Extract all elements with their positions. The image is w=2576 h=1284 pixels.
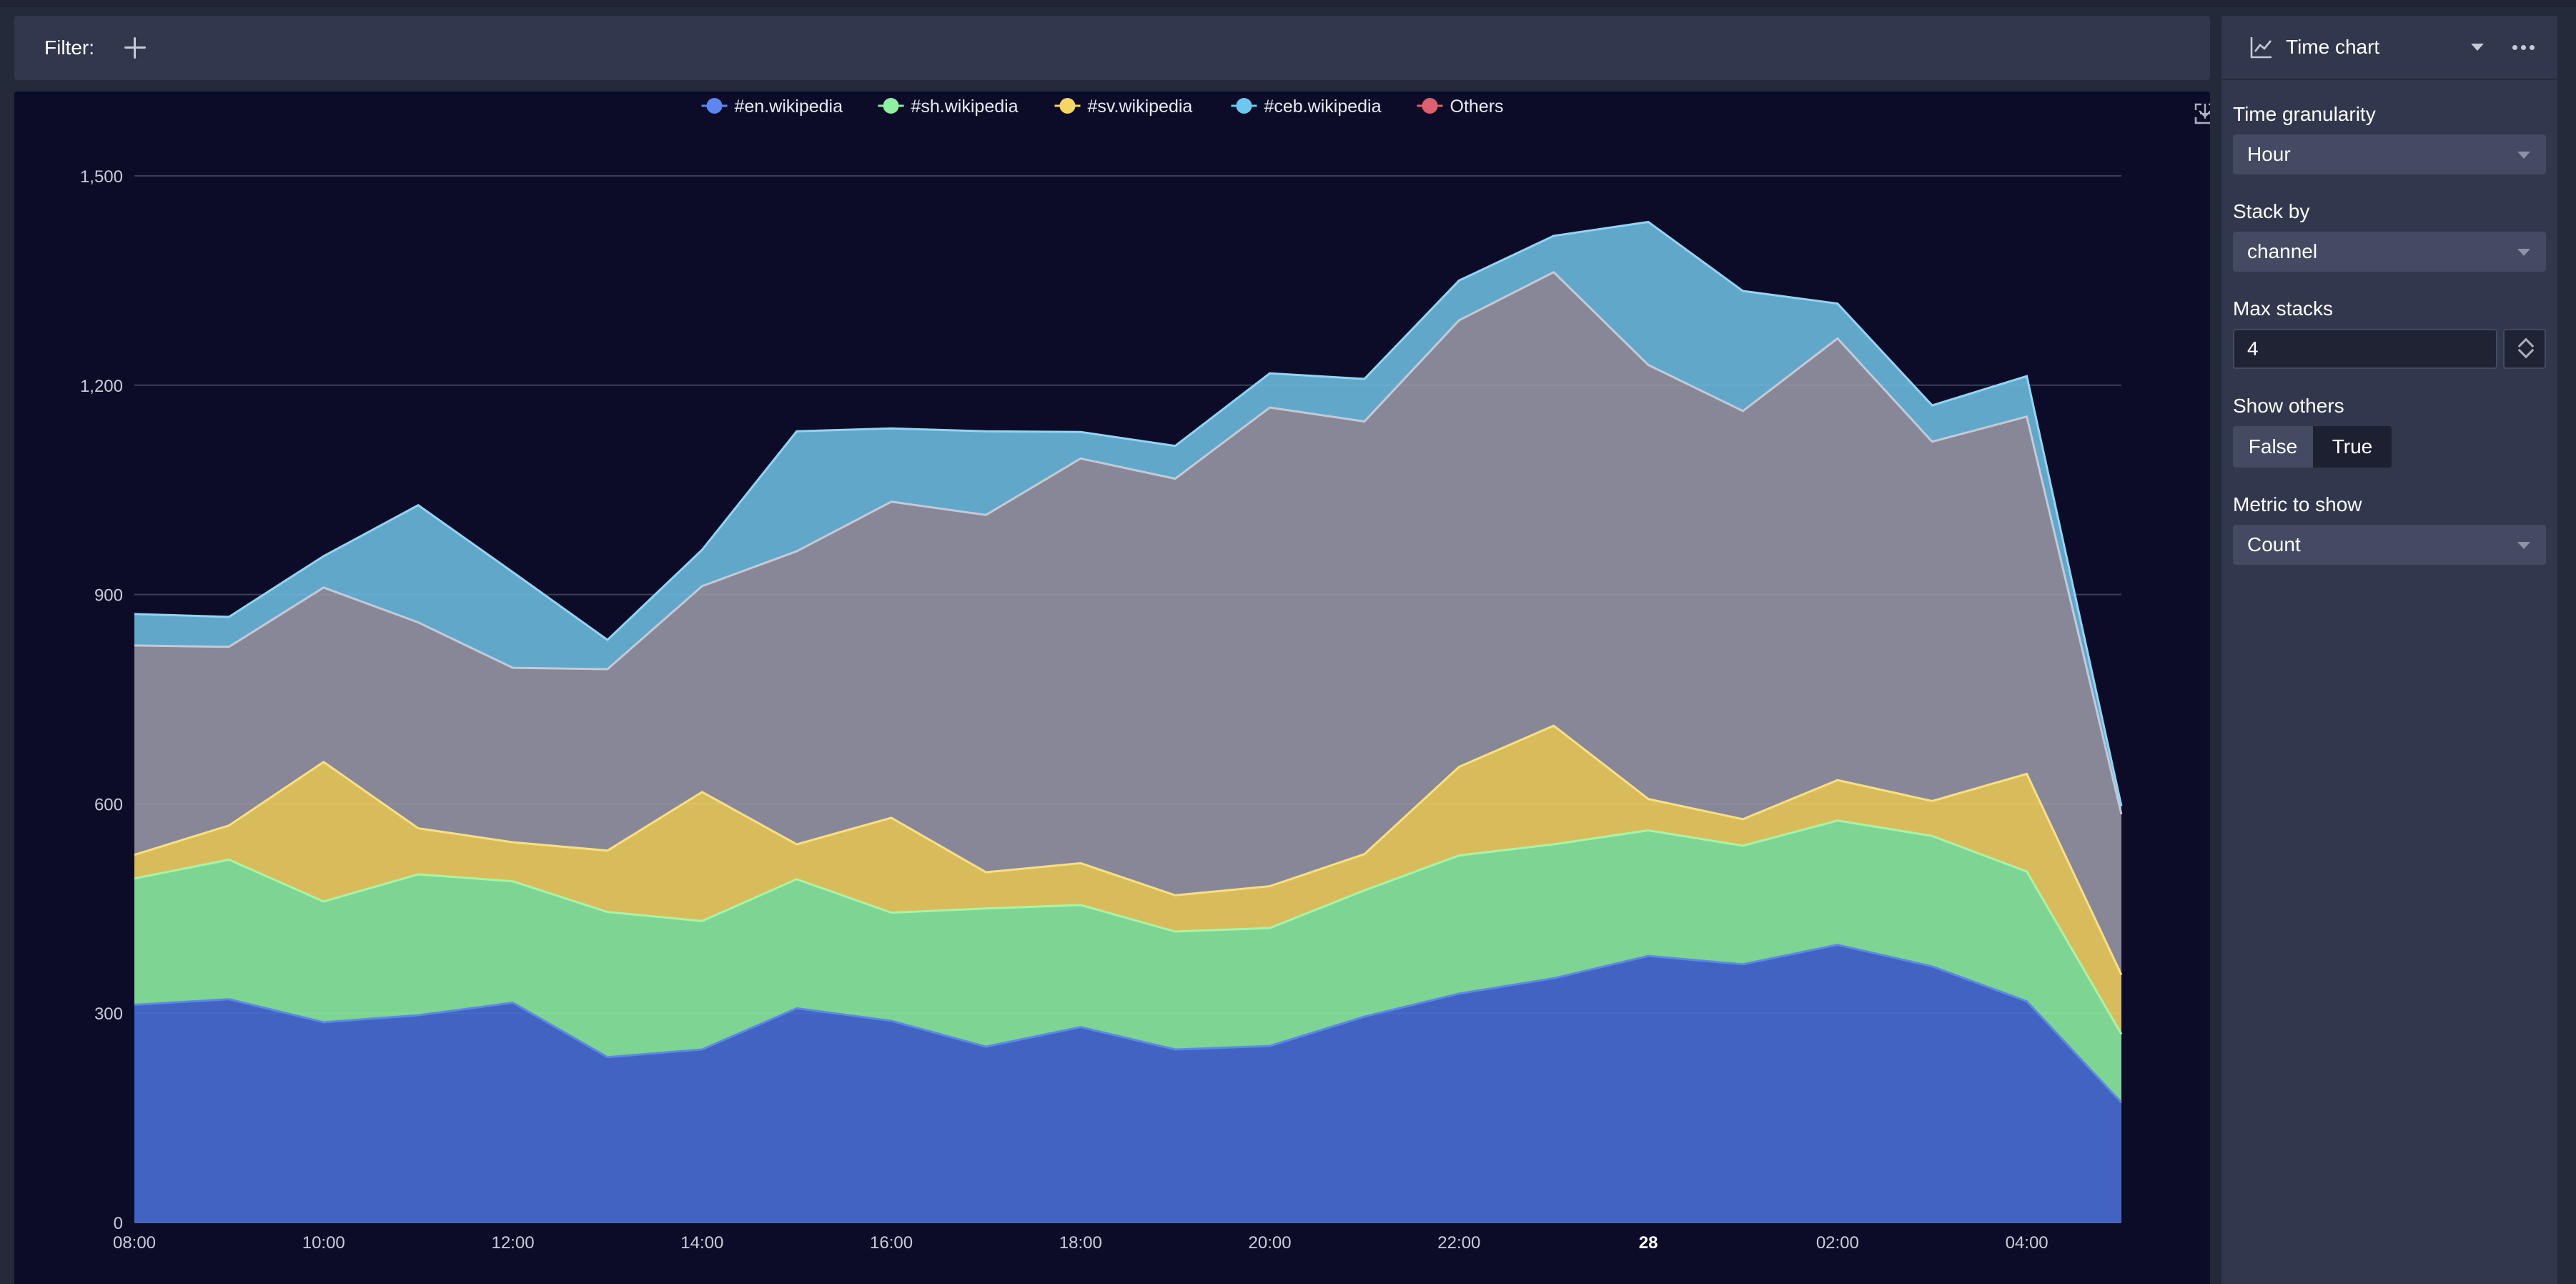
chevron-down-icon (2517, 152, 2530, 159)
x-tick-label: 22:00 (1437, 1233, 1480, 1253)
show-others-label: Show others (2233, 395, 2344, 417)
x-tick-label: 10:00 (302, 1233, 345, 1253)
x-axis-ticks: 08:00 10:00 12:00 14:00 16:00 18:00 20:00 22:00… (113, 1233, 2049, 1253)
legend-item[interactable]: #en.wikipedia (701, 97, 843, 117)
legend-item[interactable]: Others (1417, 97, 1504, 117)
stack-by-select[interactable]: channel (2233, 232, 2546, 272)
area-others (134, 272, 2121, 975)
max-stacks-value: 4 (2247, 337, 2259, 360)
more-options-icon[interactable] (2512, 44, 2535, 50)
show-others-false-button[interactable]: False (2233, 426, 2313, 468)
x-tick-label: 12:00 (491, 1233, 534, 1253)
legend-item[interactable]: #ceb.wikipedia (1231, 97, 1382, 117)
y-tick-label: 300 (94, 1004, 123, 1024)
show-others-control: Show others False True (2233, 395, 2546, 468)
time-granularity-control: Time granularity Hour (2233, 103, 2546, 174)
x-tick-label: 04:00 (2006, 1233, 2049, 1253)
time-chart: 0 300 600 900 1,200 1,500 08:00 10:00 12:00 14:0… (80, 97, 2123, 1253)
x-tick-label: 28 (1639, 1233, 1658, 1253)
filter-bar: Filter: (14, 16, 2210, 80)
stack-by-value: channel (2247, 240, 2318, 262)
series-line-en-wikipedia (134, 944, 2123, 1104)
y-tick-label: 0 (114, 1214, 123, 1233)
metric-control: Metric to show Count (2233, 493, 2546, 565)
area-en-wikipedia (134, 944, 2121, 1223)
series-line-ceb-wikipedia (134, 220, 2123, 806)
legend-item[interactable]: #sv.wikipedia (1054, 97, 1193, 117)
series-line-others (134, 270, 2123, 815)
line-chart-icon (2250, 37, 2272, 59)
legend-label: #sv.wikipedia (1088, 97, 1193, 117)
chevron-down-icon[interactable] (2471, 44, 2484, 51)
stack-by-control: Stack by channel (2233, 200, 2546, 272)
x-tick-label: 16:00 (870, 1233, 913, 1253)
y-tick-label: 600 (94, 795, 123, 814)
time-granularity-label: Time granularity (2233, 103, 2376, 125)
series-line-sv-wikipedia (134, 724, 2123, 976)
x-tick-label: 08:00 (113, 1233, 156, 1253)
metric-select[interactable]: Count (2233, 525, 2546, 565)
visualization-title: Time chart (2286, 36, 2380, 58)
x-tick-label: 18:00 (1059, 1233, 1102, 1253)
chevron-down-icon (2517, 249, 2530, 256)
show-others-toggle: False True (2233, 426, 2546, 468)
max-stacks-stepper[interactable] (2503, 329, 2546, 369)
x-tick-label: 14:00 (680, 1233, 723, 1253)
y-tick-label: 1,500 (80, 167, 123, 187)
x-tick-label: 20:00 (1249, 1233, 1292, 1253)
legend-label: #ceb.wikipedia (1264, 97, 1382, 117)
legend-marker (883, 98, 899, 114)
series-line-sh-wikipedia (134, 819, 2123, 1035)
chart-lines (134, 220, 2123, 1104)
visualization-selector[interactable]: Time chart (2221, 16, 2557, 80)
y-tick-label: 1,200 (80, 377, 123, 396)
legend-label: Others (1450, 97, 1504, 117)
legend-marker (1236, 98, 1252, 114)
legend-item[interactable]: #sh.wikipedia (878, 97, 1019, 117)
area-sh-wikipedia (134, 820, 2121, 1103)
window-top-strip (0, 0, 2576, 7)
chart-legend: #en.wikipedia #sh.wikipedia #sv.wikipedia #… (701, 97, 1504, 117)
legend-label: #sh.wikipedia (911, 97, 1019, 117)
max-stacks-control: Max stacks 4 (2233, 297, 2546, 369)
visualization-panel: Time chart Time granularity Hour Stack b… (2221, 16, 2557, 1284)
filter-label: Filter: (44, 36, 94, 59)
x-tick-label: 02:00 (1816, 1233, 1859, 1253)
fullscreen-icon[interactable] (2191, 100, 2210, 127)
time-granularity-value: Hour (2247, 143, 2291, 165)
time-granularity-select[interactable]: Hour (2233, 134, 2546, 174)
y-tick-label: 900 (94, 586, 123, 606)
chart-panel: 0 300 600 900 1,200 1,500 08:00 10:00 12:00 14:0… (14, 92, 2210, 1284)
y-axis-ticks: 0 300 600 900 1,200 1,500 (80, 167, 123, 1233)
add-filter-plus-icon[interactable] (123, 36, 147, 60)
metric-value: Count (2247, 533, 2301, 555)
legend-label: #en.wikipedia (735, 97, 843, 117)
stack-by-label: Stack by (2233, 200, 2310, 222)
chevron-down-icon (2517, 542, 2530, 549)
legend-marker (706, 98, 723, 114)
max-stacks-label: Max stacks (2233, 297, 2334, 320)
show-others-true-button[interactable]: True (2313, 426, 2392, 468)
legend-marker (1422, 98, 1438, 114)
legend-marker (1059, 98, 1076, 114)
max-stacks-input[interactable]: 4 (2233, 329, 2497, 369)
chart-areas (134, 222, 2121, 1223)
metric-label: Metric to show (2233, 493, 2362, 515)
